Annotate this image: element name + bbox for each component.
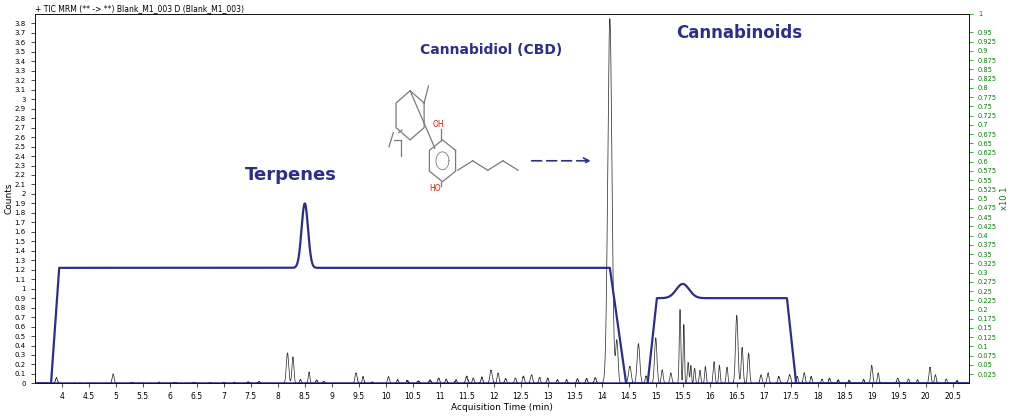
Text: OH: OH [433, 120, 445, 129]
Text: Cannabidiol (CBD): Cannabidiol (CBD) [420, 43, 562, 57]
Y-axis label: x10 1: x10 1 [1000, 187, 1009, 210]
Text: + TIC MRM (** -> **) Blank_M1_003 D (Blank_M1_003): + TIC MRM (** -> **) Blank_M1_003 D (Bla… [34, 4, 244, 13]
Text: HO: HO [430, 184, 441, 193]
Text: Cannabinoids: Cannabinoids [677, 24, 802, 42]
X-axis label: Acquisition Time (min): Acquisition Time (min) [451, 403, 553, 412]
Text: Terpenes: Terpenes [245, 166, 337, 184]
Y-axis label: Counts: Counts [4, 183, 13, 214]
